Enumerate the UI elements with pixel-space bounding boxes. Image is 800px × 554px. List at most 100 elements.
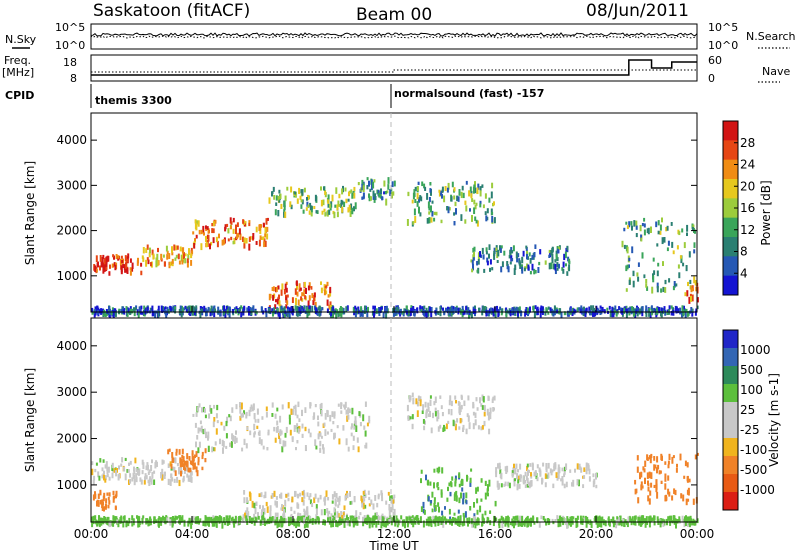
power-echo-cell bbox=[523, 267, 526, 272]
power-echo-cell bbox=[473, 199, 476, 205]
velocity-echo-cell bbox=[192, 515, 195, 521]
velocity-echo-cell bbox=[689, 515, 692, 522]
velocity-echo-cell bbox=[511, 472, 514, 478]
velocity-echo-cell bbox=[427, 496, 430, 502]
power-echo-cell bbox=[471, 215, 473, 222]
power-echo-cell bbox=[457, 307, 460, 313]
power-echo-cell bbox=[216, 240, 219, 248]
velocity-echo-cell bbox=[634, 479, 637, 485]
velocity-echo-cell bbox=[696, 518, 699, 524]
power-echo-cell bbox=[221, 239, 224, 246]
velocity-echo-cell bbox=[324, 519, 326, 526]
power-echo-cell bbox=[340, 202, 343, 208]
velocity-echo-cell bbox=[369, 519, 371, 524]
velocity-echo-cell bbox=[263, 517, 266, 522]
velocity-echo-cell bbox=[516, 521, 519, 525]
velocity-echo-cell bbox=[214, 441, 217, 446]
velocity-echo-cell bbox=[381, 492, 383, 499]
velocity-echo-cell bbox=[529, 480, 532, 488]
power-echo-cell bbox=[329, 286, 332, 294]
velocity-echo-cell bbox=[162, 460, 165, 464]
velocity-echo-cell bbox=[462, 492, 465, 500]
velocity-echo-cell bbox=[472, 411, 475, 416]
velocity-echo-cell bbox=[146, 518, 149, 524]
power-echo-cell bbox=[176, 245, 179, 250]
velocity-echo-cell bbox=[434, 504, 437, 512]
velocity-echo-cell bbox=[228, 414, 231, 418]
power-echo-cell bbox=[412, 192, 415, 200]
power-echo-cell bbox=[308, 305, 311, 309]
power-echo-cell bbox=[151, 249, 154, 256]
power-echo-cell bbox=[456, 195, 459, 202]
power-echo-cell bbox=[643, 223, 646, 228]
velocity-echo-cell bbox=[469, 506, 472, 511]
velocity-colorbar-swatch bbox=[723, 366, 738, 385]
power-echo-cell bbox=[336, 204, 339, 211]
velocity-echo-cell bbox=[437, 502, 440, 507]
velocity-echo-cell bbox=[299, 492, 302, 497]
power-echo-cell bbox=[166, 250, 169, 255]
power-echo-cell bbox=[641, 223, 644, 227]
power-echo-cell bbox=[103, 258, 106, 265]
power-echo-cell bbox=[503, 250, 506, 256]
velocity-echo-cell bbox=[161, 468, 164, 475]
power-echo-cell bbox=[556, 246, 559, 252]
velocity-echo-cell bbox=[500, 472, 503, 480]
power-echo-cell bbox=[285, 296, 288, 303]
power-echo-cell bbox=[195, 234, 198, 239]
velocity-echo-cell bbox=[517, 479, 520, 484]
power-echo-cell bbox=[645, 305, 648, 312]
velocity-echo-cell bbox=[225, 433, 228, 439]
velocity-echo-cell bbox=[317, 415, 319, 421]
power-echo-cell bbox=[590, 305, 593, 311]
power-echo-cell bbox=[570, 310, 573, 315]
velocity-echo-cell bbox=[125, 521, 128, 528]
velocity-echo-cell bbox=[103, 506, 105, 512]
power-echo-cell bbox=[643, 217, 646, 222]
power-echo-cell bbox=[303, 187, 306, 193]
power-echo-cell bbox=[147, 259, 150, 265]
velocity-echo-cell bbox=[479, 397, 481, 404]
velocity-echo-cell bbox=[169, 479, 172, 486]
power-echo-cell bbox=[230, 236, 233, 241]
power-echo-cell bbox=[171, 261, 174, 267]
power-echo-cell bbox=[366, 177, 369, 181]
power-echo-cell bbox=[174, 306, 177, 311]
velocity-echo-cell bbox=[309, 499, 312, 505]
velocity-echo-cell bbox=[649, 518, 652, 522]
velocity-echo-cell bbox=[250, 404, 253, 410]
velocity-echo-cell bbox=[95, 462, 98, 466]
velocity-echo-cell bbox=[367, 515, 370, 521]
velocity-echo-cell bbox=[137, 518, 140, 523]
velocity-echo-cell bbox=[640, 471, 643, 478]
velocity-echo-cell bbox=[366, 521, 369, 525]
velocity-echo-cell bbox=[111, 462, 114, 469]
power-echo-cell bbox=[594, 311, 597, 317]
velocity-echo-cell bbox=[213, 417, 216, 422]
power-echo-cell bbox=[119, 258, 122, 266]
velocity-echo-cell bbox=[333, 491, 336, 498]
velocity-echo-cell bbox=[92, 494, 95, 501]
power-echo-cell bbox=[162, 254, 165, 258]
velocity-echo-cell bbox=[276, 517, 279, 522]
velocity-echo-cell bbox=[368, 420, 371, 424]
velocity-echo-cell bbox=[347, 446, 350, 452]
velocity-echo-cell bbox=[213, 517, 216, 523]
nsearch-line bbox=[90, 35, 698, 40]
power-echo-cell bbox=[479, 190, 482, 197]
velocity-echo-cell bbox=[106, 474, 109, 478]
power-echo-cell bbox=[129, 308, 132, 313]
power-echo-cell bbox=[214, 308, 216, 313]
power-y-tick-label: 1000 bbox=[56, 269, 87, 283]
power-echo-cell bbox=[324, 285, 327, 290]
velocity-echo-cell bbox=[518, 475, 520, 481]
power-echo-cell bbox=[693, 249, 696, 254]
velocity-echo-cell bbox=[336, 425, 339, 429]
power-echo-cell bbox=[491, 267, 494, 271]
velocity-echo-cell bbox=[139, 477, 142, 482]
velocity-echo-cell bbox=[104, 475, 107, 481]
velocity-echo-cell bbox=[175, 451, 178, 456]
power-echo-cell bbox=[379, 193, 382, 199]
velocity-echo-cell bbox=[327, 497, 330, 501]
velocity-echo-cell bbox=[433, 497, 436, 501]
